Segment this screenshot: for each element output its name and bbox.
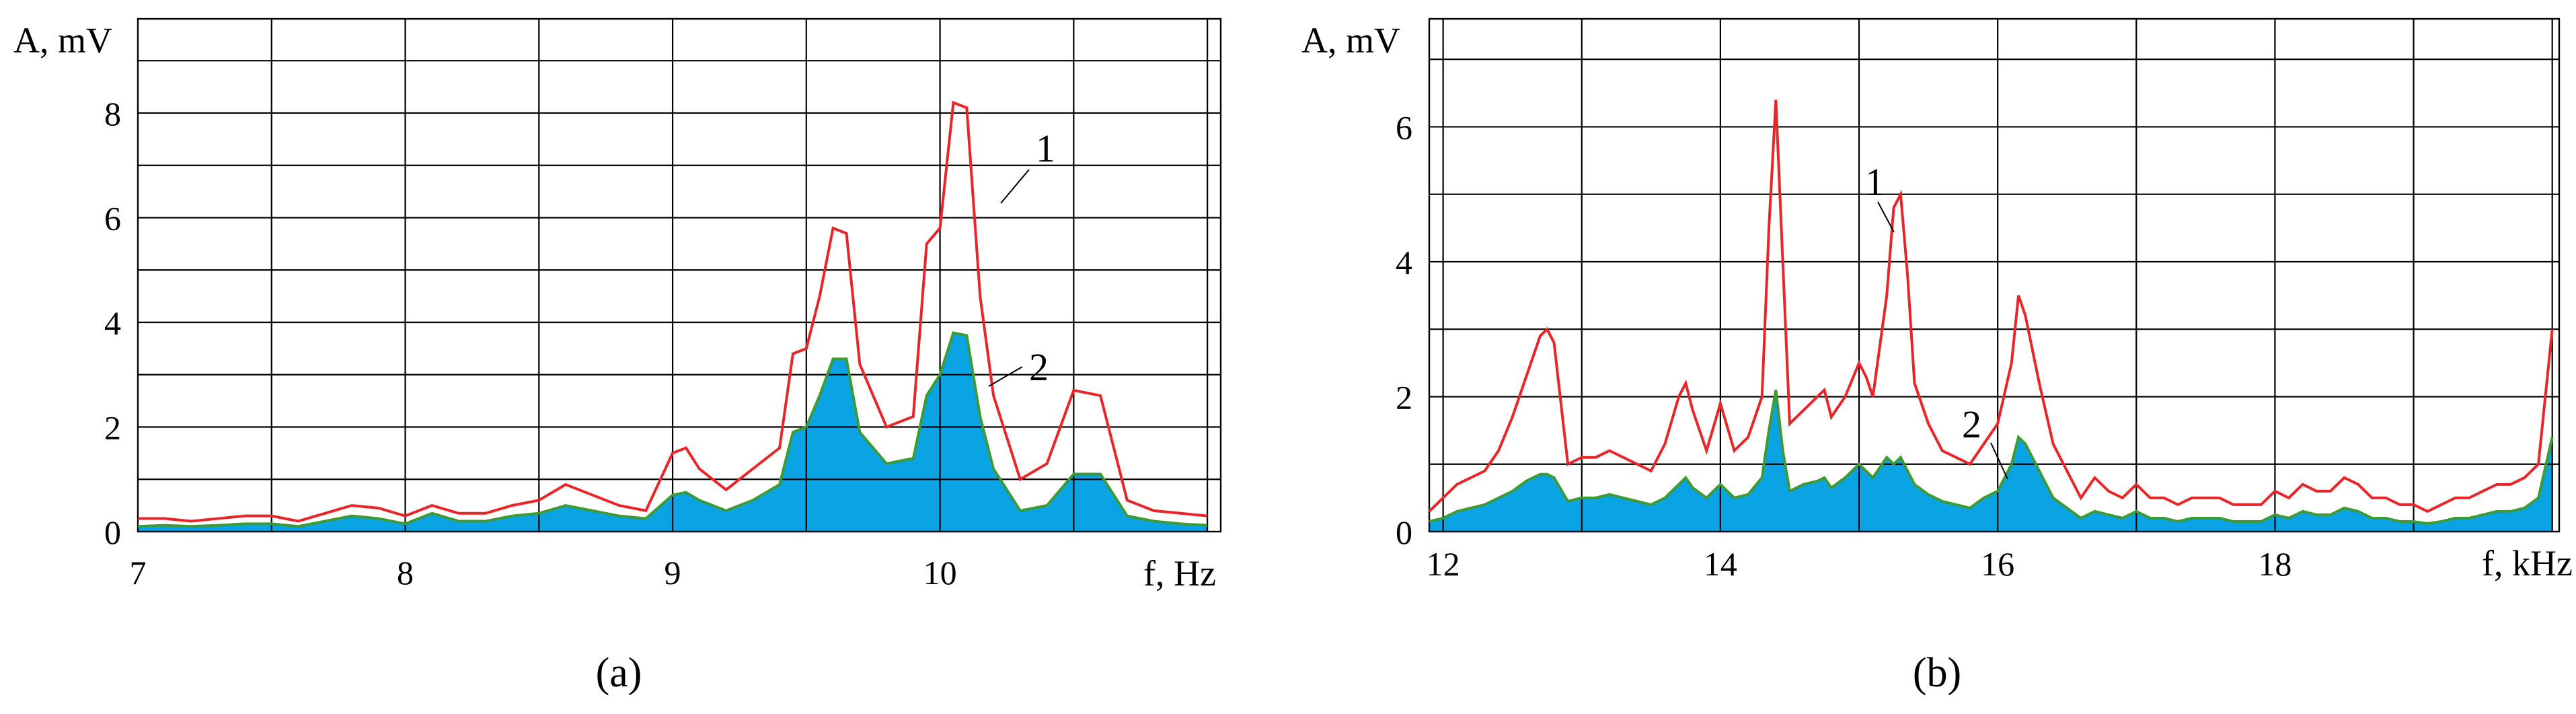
panel-b-curve-label-leader	[1877, 201, 1895, 233]
panel-a-series-1-line	[138, 100, 1208, 523]
panel-b-y-tick-label: 4	[1396, 244, 1412, 281]
panel-a-y-axis-label: A, mV	[13, 20, 112, 61]
panel-a-series-2-line	[137, 331, 1208, 528]
panel-b-panel-label: (b)	[1913, 650, 1961, 696]
panel-a-curve-label-leader	[988, 366, 1023, 387]
panel-b-y-tick-label: 6	[1396, 108, 1412, 146]
panel-a-y-tick-label: 8	[104, 95, 121, 133]
panel-b-series-2-line	[1429, 390, 2554, 525]
panel-b-series-1-line	[1428, 100, 2554, 513]
panel-b-curve-label: 2	[1962, 402, 1981, 446]
panel-a-y-tick-label: 4	[104, 304, 121, 342]
panel-a-x-tick-label: 7	[130, 554, 147, 592]
panel-b-curve-label: 1	[1865, 160, 1885, 204]
panel-a-plot-frame	[137, 17, 1222, 533]
panel-b-x-axis-label: f, kHz	[2482, 543, 2573, 583]
panel-b-y-tick-label: 2	[1396, 378, 1412, 416]
panel-a-x-tick-label: 9	[665, 554, 681, 592]
panel-a-curve-label: 1	[1036, 127, 1055, 170]
panel-a-x-tick-label: 10	[923, 554, 957, 592]
panel-a-panel-label: (a)	[596, 650, 642, 696]
panel-a-curve-label: 2	[1029, 345, 1049, 389]
panel-b-x-tick-label: 16	[1981, 545, 2014, 583]
panel-a-x-axis-label: f, Hz	[1143, 553, 1216, 594]
panel-b-plot-frame	[1428, 17, 2561, 533]
panel-a-y-tick-label: 2	[104, 408, 121, 446]
panel-b-curve-label-leader	[1990, 442, 2008, 480]
panel-b-series-2-area	[1429, 390, 2552, 532]
panel-b-x-tick-label: 12	[1427, 545, 1460, 583]
panel-b-x-tick-label: 14	[1704, 545, 1737, 583]
panel-b-y-axis-label: A, mV	[1301, 20, 1400, 61]
panel-a-curve-label-leader	[1000, 169, 1030, 204]
panel-a-y-tick-label: 0	[104, 513, 121, 551]
panel-a-y-tick-label: 6	[104, 199, 121, 237]
panel-b-x-tick-label: 18	[2258, 545, 2291, 583]
panel-b-y-tick-label: 0	[1396, 513, 1412, 551]
panel-a-x-tick-label: 8	[397, 554, 414, 592]
